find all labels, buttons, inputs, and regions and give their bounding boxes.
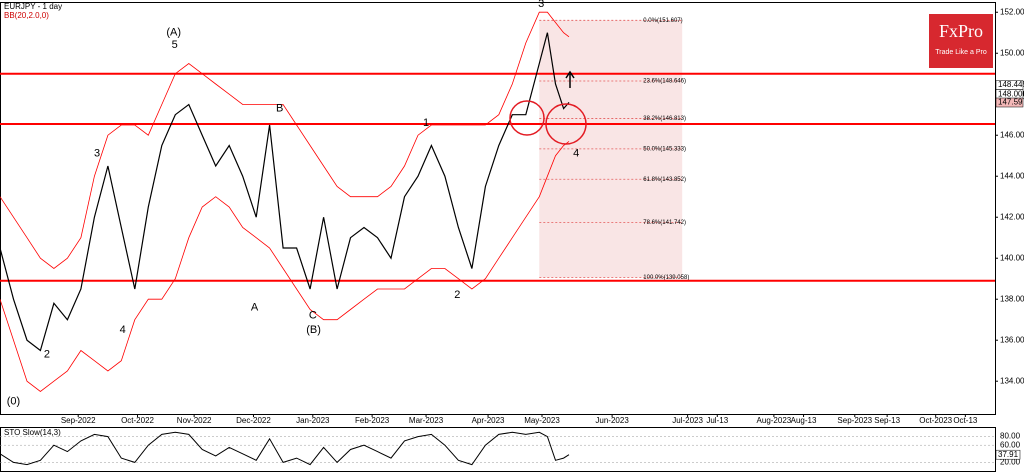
wave-label: 5 [172,39,178,51]
x-tick-label: Jul-2023 [672,416,703,425]
logo-tagline: Trade Like a Pro [935,49,987,56]
y-tick-label: 140.000 [1000,253,1024,262]
wave-label: 4 [120,324,126,336]
fibonacci-label: 50.0%(145.333) [643,146,686,152]
x-tick-label: Jul-13 [706,416,728,425]
oscillator-tick-label: 80.00 [1000,432,1021,441]
wave-label: (B) [306,324,321,336]
wave-label: 3 [538,0,544,10]
wave-label: B [276,102,283,114]
wave-label: A [251,301,259,313]
y-tick-label: 150.000 [1000,48,1024,57]
x-tick-label: Oct-2023 [919,416,952,425]
indicator-label: BB(20,2.0,0) [4,11,49,20]
wave-label: 2 [454,289,460,301]
arrow [565,70,575,88]
wave-label: C [309,310,317,322]
logo-brand: FxPro [939,21,983,41]
x-tick-label: Aug-2023 [757,416,792,425]
y-tick-label: 146.000 [1000,130,1024,139]
highlight-circle [545,103,587,145]
fibonacci-label: 100.0%(139.058) [643,275,689,281]
price-line [0,32,570,352]
x-tick-label: Nov-2022 [177,416,212,425]
fibonacci-label: 23.6%(148.646) [643,79,686,85]
wave-label: (A) [166,27,181,39]
x-tick-label: Sep-13 [874,416,900,425]
logo-box [929,14,993,68]
x-tick-label: Aug-13 [791,416,817,425]
x-tick-label: Sep-2023 [837,416,872,425]
y-tick-label: 142.000 [1000,212,1024,221]
oscillator-line [0,431,570,466]
fibonacci-label: 0.0%(151.607) [643,18,682,24]
wave-label: 4 [573,148,579,160]
oscillator-tick-label: 20.00 [1000,458,1021,467]
fibonacci-label: 78.6%(141.742) [643,220,686,226]
wave-label: 2 [44,348,50,360]
main-panel [0,2,996,415]
y-tick-label: 136.000 [1000,335,1024,344]
y-tick-label: 138.000 [1000,294,1024,303]
wave-label: 1 [423,117,429,129]
price-label: 147.597 [998,98,1024,107]
oscillator-current-label: 37.91 [998,450,1019,459]
y-tick-label: 144.000 [1000,171,1024,180]
x-tick-label: Jun-2023 [595,416,629,425]
bollinger-lower [0,141,570,393]
x-tick-label: Oct-13 [953,416,978,425]
highlights [509,70,587,145]
price-label: 148.445 [998,80,1024,89]
highlight-circle [509,100,545,136]
oscillator-tick-label: 60.00 [1000,440,1021,449]
y-tick-label: 152.000 [1000,7,1024,16]
x-tick-label: Dec-2022 [236,416,271,425]
bollinger-upper [0,11,570,270]
x-tick-label: Oct-2022 [121,416,154,425]
x-tick-label: Jan-2023 [296,416,330,425]
oscillator-title: STO Slow(14,3) [4,428,61,437]
fibonacci-label: 38.2%(146.813) [643,116,686,122]
y-tick-label: 134.000 [1000,376,1024,385]
x-tick-label: May-2023 [524,416,560,425]
chart-title: EURJPY - 1 day [4,2,62,11]
wave-label: (0) [7,396,20,408]
x-tick-label: Apr-2023 [472,416,505,425]
fibonacci-zone [539,20,683,278]
oscillator-current-box [995,449,1021,460]
oscillator-panel [0,427,996,472]
wave-label: 3 [94,148,100,160]
price-label-box [995,97,1024,108]
x-tick-label: Feb-2023 [355,416,390,425]
price-label: 148.000 [998,89,1024,98]
x-tick-label: Sep-2022 [61,416,96,425]
x-tick-label: Mar-2023 [409,416,444,425]
fibonacci-label: 61.8%(143.852) [643,177,686,183]
